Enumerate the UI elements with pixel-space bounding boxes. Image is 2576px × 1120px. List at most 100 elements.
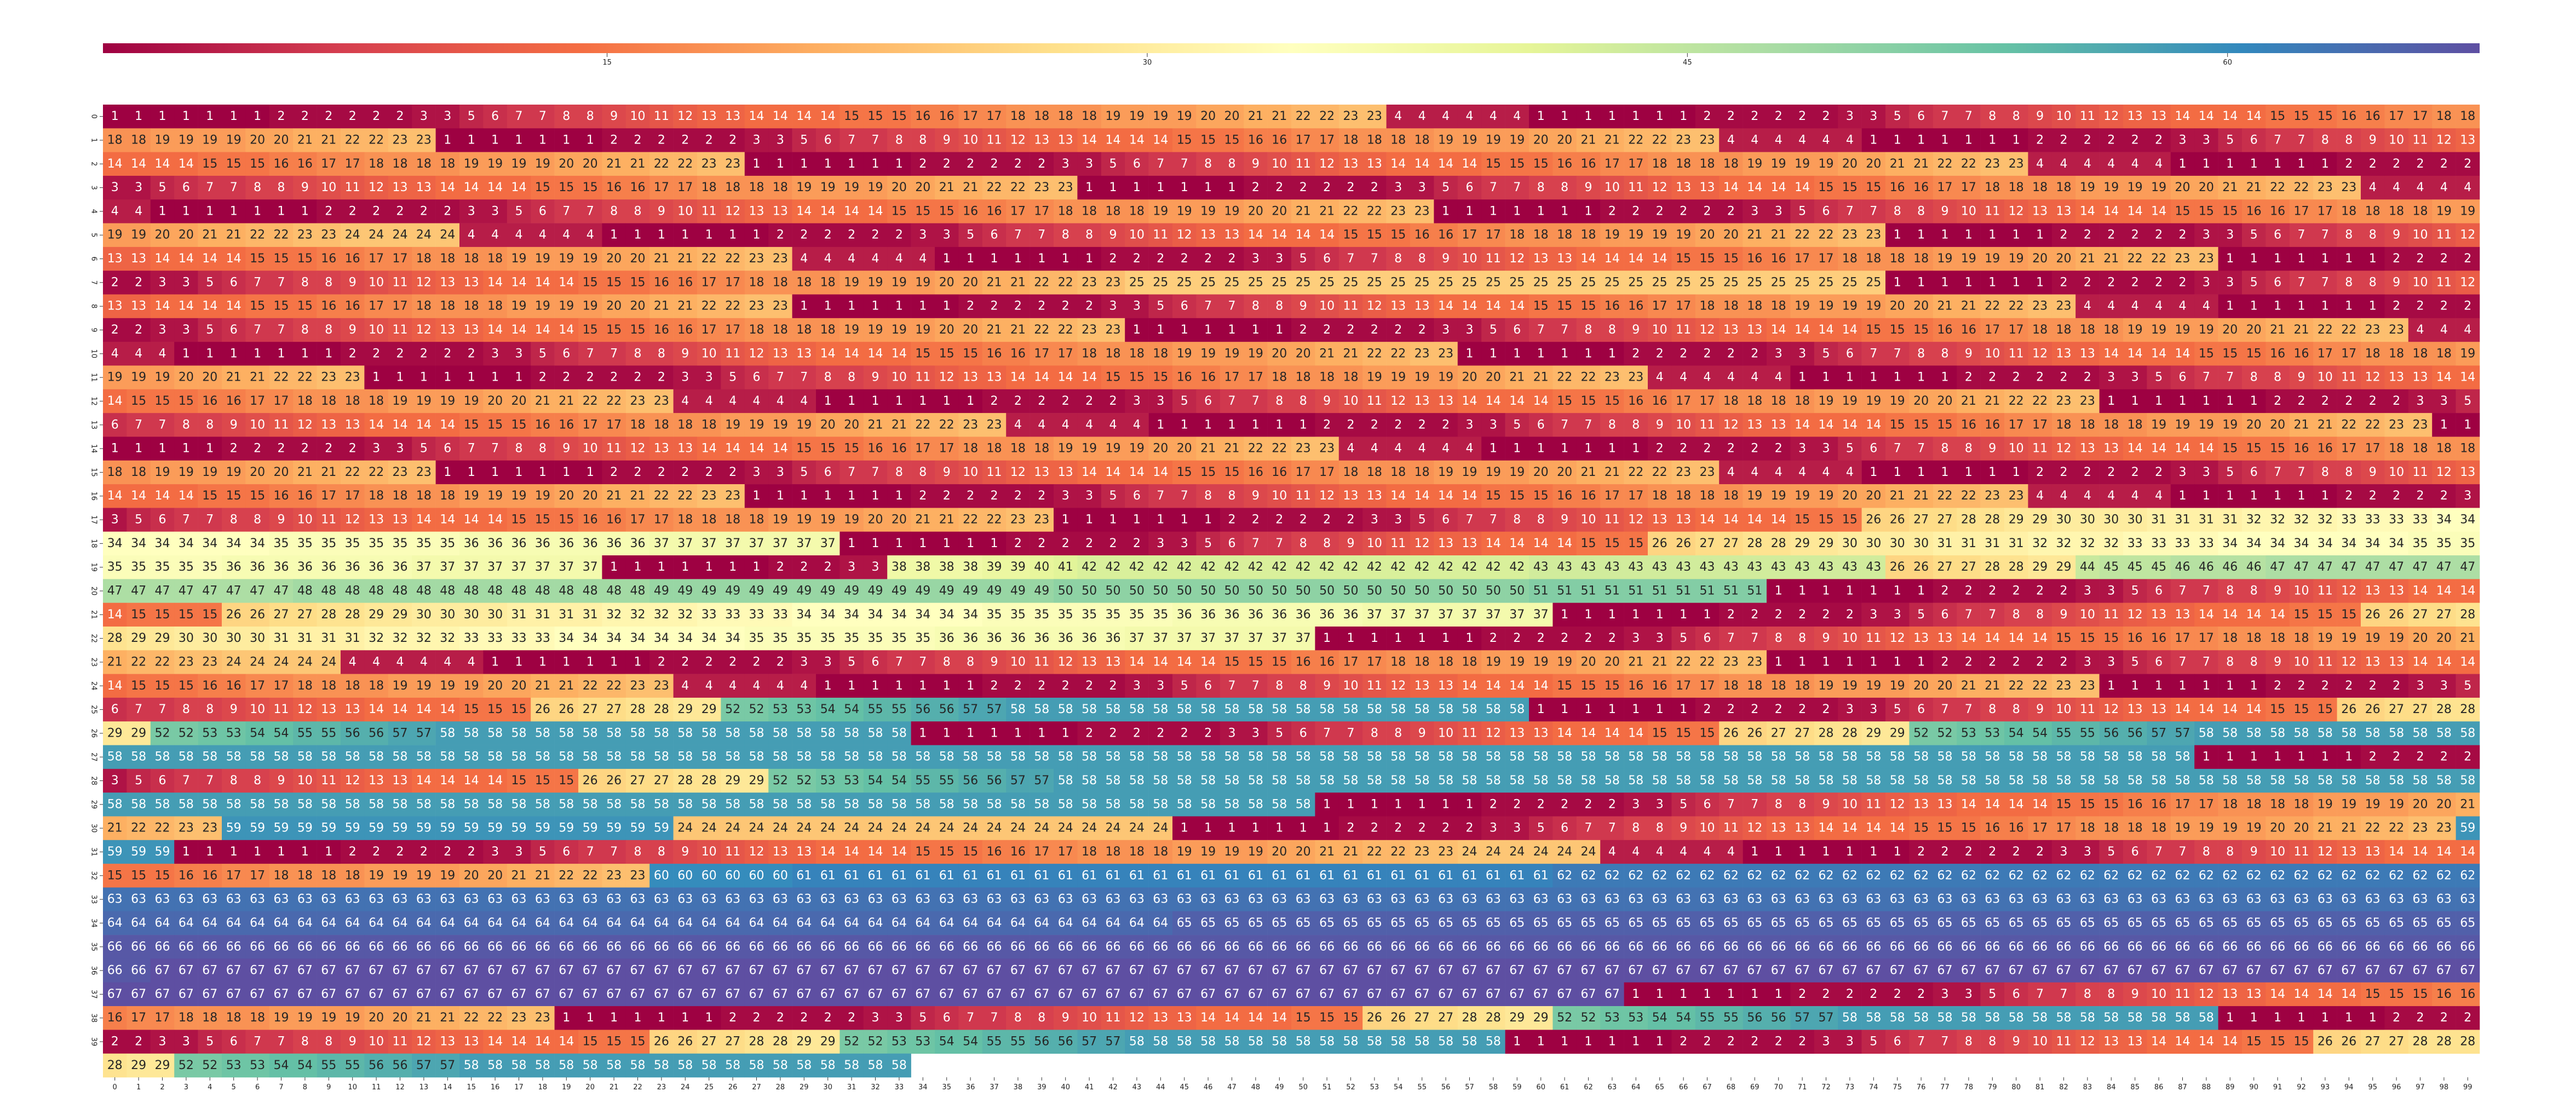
heatmap-cell-label: 21 — [654, 300, 669, 313]
heatmap-cell-label: 15 — [274, 252, 289, 266]
heatmap-cell-label: 20 — [1272, 204, 1287, 218]
heatmap-cell-label: 15 — [1390, 228, 1406, 242]
heatmap-cell-label: 16 — [1628, 300, 1643, 313]
heatmap-cell-label: 10 — [2389, 133, 2404, 147]
heatmap-cell-label: 22 — [2270, 181, 2285, 194]
heatmap-cell-label: 2 — [1727, 110, 1735, 123]
heatmap-cell-label: 6 — [491, 110, 499, 123]
heatmap-cell-label: 18 — [416, 157, 432, 171]
heatmap-cell — [1220, 128, 1244, 152]
heatmap-cell-label: 21 — [1771, 228, 1786, 242]
heatmap-cell-label: 1 — [1894, 228, 1901, 242]
heatmap-cell — [245, 105, 270, 129]
heatmap-cell-label: 19 — [535, 300, 550, 313]
heatmap-cell — [2361, 105, 2385, 129]
heatmap-cell-label: 15 — [535, 181, 550, 194]
heatmap-cell-label: 1 — [1014, 252, 1022, 266]
heatmap-cell-label: 21 — [1605, 133, 1620, 147]
heatmap-cell-label: 16 — [2246, 204, 2262, 218]
heatmap-cell-label: 3 — [777, 133, 784, 147]
heatmap-cell — [1695, 105, 1720, 129]
heatmap-cell-label: 13 — [1367, 157, 1382, 171]
heatmap-cell-label: 16 — [1272, 133, 1287, 147]
heatmap-cell-label: 13 — [702, 110, 717, 123]
heatmap-cell-label: 15 — [1842, 181, 1858, 194]
heatmap-cell-label: 2 — [1751, 110, 1758, 123]
colorbar-tick-label: 30 — [1143, 59, 1152, 67]
heatmap-cell-label: 1 — [1442, 204, 1450, 218]
heatmap-cell-label: 3 — [2203, 228, 2210, 242]
heatmap-cell-label: 12 — [1319, 157, 1335, 171]
heatmap-cell-label: 12 — [2436, 133, 2452, 147]
heatmap-cell-label: 18 — [1771, 300, 1786, 313]
heatmap-cell-label: 13 — [773, 204, 788, 218]
heatmap-cell-label: 17 — [2413, 110, 2428, 123]
heatmap-cell-label: 1 — [2321, 252, 2329, 266]
heatmap-cell-label: 20 — [1533, 133, 1549, 147]
heatmap-cell-label: 5 — [1157, 300, 1164, 313]
heatmap-cell-label: 2 — [2155, 275, 2163, 289]
heatmap-cell-label: 7 — [848, 133, 855, 147]
heatmap-cell-label: 15 — [297, 252, 313, 266]
heatmap-cell-label: 20 — [1248, 204, 1263, 218]
heatmap-cell-label: 15 — [226, 157, 242, 171]
heatmap-cell-label: 8 — [1917, 204, 1925, 218]
heatmap-cell-label: 25 — [1462, 275, 1477, 289]
heatmap-cell — [1125, 105, 1149, 129]
heatmap-cell-label: 13 — [464, 275, 479, 289]
heatmap-cell-label: 8 — [1062, 228, 1070, 242]
heatmap-cell-label: 2 — [1680, 204, 1687, 218]
heatmap-cell-label: 23 — [1415, 204, 1430, 218]
heatmap-cell-label: 1 — [1204, 181, 1212, 194]
heatmap-cell-label: 2 — [1181, 252, 1188, 266]
heatmap-cell-label: 19 — [559, 252, 574, 266]
heatmap-cell-label: 1 — [967, 252, 974, 266]
heatmap-cell-label: 1 — [800, 157, 808, 171]
heatmap-cell-label: 19 — [535, 252, 550, 266]
heatmap-cell — [269, 105, 294, 129]
heatmap-cell-label: 20 — [1842, 157, 1858, 171]
heatmap-cell — [341, 105, 365, 129]
heatmap-cell-label: 2 — [372, 110, 380, 123]
heatmap-cell-label: 10 — [1462, 252, 1477, 266]
heatmap-cell-label: 23 — [321, 228, 336, 242]
heatmap-cell-label: 18 — [796, 323, 812, 337]
heatmap-cell-label: 19 — [820, 181, 836, 194]
heatmap-cell-label: 2 — [2179, 228, 2187, 242]
heatmap-cell-label: 14 — [2222, 110, 2238, 123]
heatmap-cell-label: 14 — [1296, 228, 1311, 242]
heatmap-cell — [1386, 128, 1411, 152]
heatmap-cell — [840, 105, 864, 129]
heatmap-cell-label: 16 — [1415, 228, 1430, 242]
heatmap-cell-label: 1 — [2226, 157, 2234, 171]
heatmap-cell-label: 14 — [1390, 157, 1406, 171]
heatmap-cell-label: 7 — [1038, 228, 1045, 242]
heatmap-cell-label: 16 — [321, 252, 336, 266]
heatmap-cell — [602, 105, 626, 129]
heatmap-cell — [1006, 105, 1030, 129]
heatmap-cell-label: 2 — [1798, 110, 1806, 123]
heatmap-cell-label: 10 — [1272, 157, 1287, 171]
heatmap-cell — [1030, 128, 1054, 152]
heatmap-cell-label: 7 — [1846, 204, 1854, 218]
heatmap-cell — [673, 105, 698, 129]
heatmap-cell-label: 2 — [1038, 157, 1045, 171]
heatmap-cell-label: 7 — [254, 323, 261, 337]
heatmap-cell-label: 25 — [1438, 275, 1453, 289]
heatmap-cell — [768, 128, 792, 152]
heatmap-cell-label: 2 — [2440, 157, 2448, 171]
heatmap-cell-label: 1 — [2250, 157, 2258, 171]
heatmap-cell-label: 2 — [2131, 228, 2139, 242]
heatmap-cell — [1244, 128, 1268, 152]
heatmap-cell-label: 4 — [586, 228, 594, 242]
heatmap-cell-label: 22 — [369, 133, 384, 147]
heatmap-cell-label: 13 — [1700, 181, 1715, 194]
heatmap-cell — [531, 105, 555, 129]
heatmap-cell-label: 4 — [1466, 110, 1474, 123]
heatmap-cell-label: 21 — [2222, 181, 2238, 194]
heatmap-cell-label: 20 — [915, 181, 930, 194]
heatmap-cell-label: 14 — [868, 204, 883, 218]
heatmap-cell-label: 23 — [393, 133, 408, 147]
heatmap-cell-label: 1 — [515, 133, 523, 147]
heatmap-cell-label: 18 — [1390, 133, 1406, 147]
